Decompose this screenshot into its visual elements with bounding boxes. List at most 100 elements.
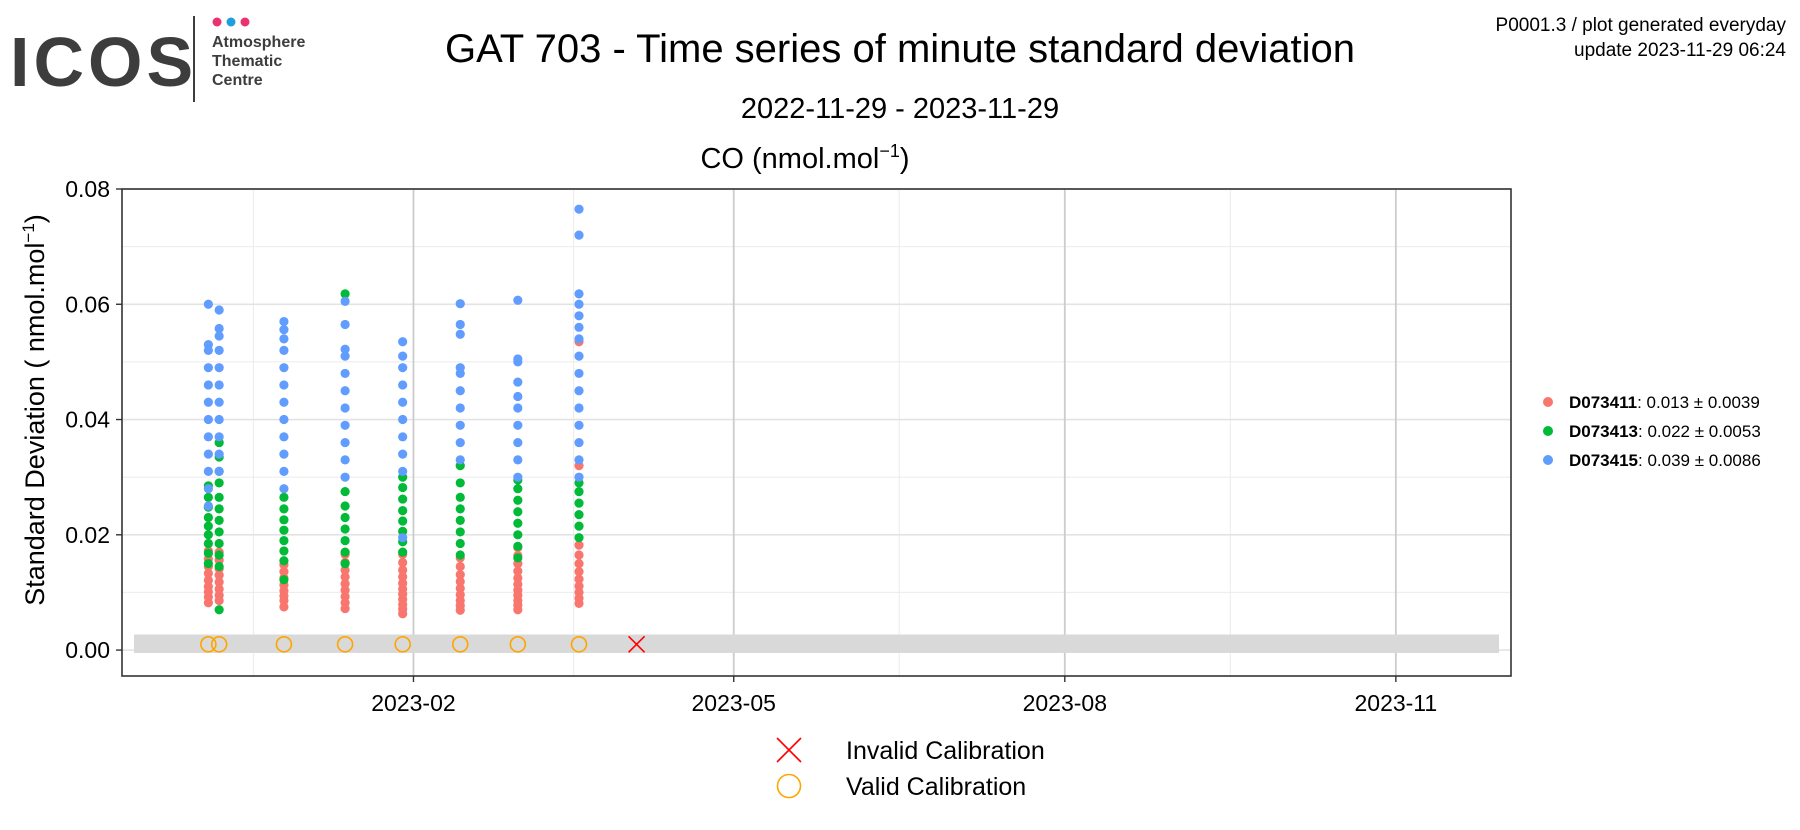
data-point <box>574 299 584 309</box>
data-point <box>455 504 465 514</box>
valid-calibration-marker <box>451 636 469 653</box>
data-point <box>340 585 350 595</box>
data-point <box>214 380 224 390</box>
data-point <box>513 573 523 583</box>
data-point <box>455 569 465 580</box>
data-point <box>214 538 224 549</box>
x-tick-label: 2023-11 <box>1354 690 1437 716</box>
data-point <box>513 354 523 364</box>
data-point <box>513 437 523 448</box>
data-point <box>574 289 584 299</box>
data-point <box>203 397 213 407</box>
legend-series-id: D073415 <box>1569 451 1638 470</box>
series-D073411 <box>203 337 584 619</box>
page-title: GAT 703 - Time series of minute standard… <box>445 27 1355 71</box>
calibration-band <box>134 634 1499 653</box>
data-point <box>574 311 584 321</box>
data-point <box>203 340 213 350</box>
data-point <box>398 449 408 459</box>
legend-item-D073415: D073415: 0.039 ± 0.0086 <box>1543 451 1761 470</box>
data-point <box>513 507 523 517</box>
data-point <box>279 556 289 566</box>
data-point <box>513 391 523 402</box>
data-point <box>455 403 465 413</box>
data-point <box>574 521 584 531</box>
icos-logo: ICOS Atmosphere Thematic Centre <box>10 16 305 102</box>
legend-item-D073413: D073413: 0.022 ± 0.0053 <box>1543 422 1761 441</box>
data-point <box>398 466 408 477</box>
logo-line-3: Centre <box>212 72 263 89</box>
data-point <box>574 498 584 508</box>
data-point <box>513 455 523 465</box>
legend-item-D073411: D073411: 0.013 ± 0.0039 <box>1543 393 1760 412</box>
data-point <box>398 414 408 425</box>
data-point <box>513 472 523 482</box>
data-point <box>214 590 224 600</box>
x-tick-label: 2023-05 <box>692 690 776 716</box>
data-point <box>214 432 224 442</box>
x-tick-label: 2023-08 <box>1023 690 1107 716</box>
data-point <box>340 420 350 430</box>
data-point <box>214 363 224 373</box>
data-point <box>398 505 408 516</box>
data-point <box>203 559 213 569</box>
legend-label: D073415: 0.039 ± 0.0086 <box>1569 451 1761 470</box>
valid-calibration-key <box>776 773 802 799</box>
data-point <box>455 550 465 560</box>
data-point <box>279 515 289 525</box>
data-point <box>340 351 350 361</box>
data-point <box>340 472 350 482</box>
data-point <box>340 368 350 379</box>
logo-wordmark: ICOS <box>10 23 197 101</box>
y-axis-label-superscript: −1 <box>19 223 38 242</box>
legend-swatch <box>1543 455 1553 465</box>
data-point <box>574 351 584 361</box>
data-point <box>279 492 289 502</box>
data-point <box>574 230 584 240</box>
data-point <box>340 598 350 608</box>
data-point <box>574 334 584 344</box>
data-point <box>340 559 350 569</box>
data-point <box>513 420 523 430</box>
data-point <box>398 516 408 526</box>
data-point <box>214 323 224 334</box>
data-point <box>279 466 289 477</box>
data-point <box>340 289 350 299</box>
data-point <box>513 377 523 387</box>
chart-title: CO (nmol.mol−1) <box>700 141 909 175</box>
legend-swatch <box>1543 426 1553 436</box>
data-point <box>203 538 213 549</box>
y-axis-label-text: Standard Deviation ( nmol.mol <box>20 243 50 606</box>
data-point <box>340 319 350 330</box>
data-point <box>214 305 224 315</box>
data-point <box>398 337 408 347</box>
data-point <box>513 495 523 505</box>
data-point <box>340 524 350 534</box>
data-point <box>455 527 465 537</box>
data-point <box>513 295 523 305</box>
data-point <box>398 565 408 575</box>
data-point <box>455 478 465 488</box>
data-point <box>203 568 213 579</box>
data-point <box>398 533 408 543</box>
legend-series-id: D073413 <box>1569 422 1638 441</box>
data-point <box>279 380 289 390</box>
data-point <box>214 345 224 355</box>
calibration-markers <box>200 635 646 653</box>
legend-series-stats: : 0.013 ± 0.0039 <box>1637 393 1760 412</box>
data-point <box>214 478 224 488</box>
data-point <box>279 575 289 585</box>
data-point <box>214 397 224 407</box>
series-D073413 <box>203 289 584 615</box>
data-point <box>574 437 584 448</box>
data-point <box>398 432 408 442</box>
data-point <box>398 397 408 407</box>
invalid-calibration-label: Invalid Calibration <box>846 737 1045 765</box>
data-point <box>455 437 465 448</box>
data-point <box>214 492 224 502</box>
data-point <box>398 494 408 504</box>
data-point <box>203 449 213 459</box>
data-point <box>279 397 289 407</box>
valid-calibration-marker <box>200 636 217 653</box>
